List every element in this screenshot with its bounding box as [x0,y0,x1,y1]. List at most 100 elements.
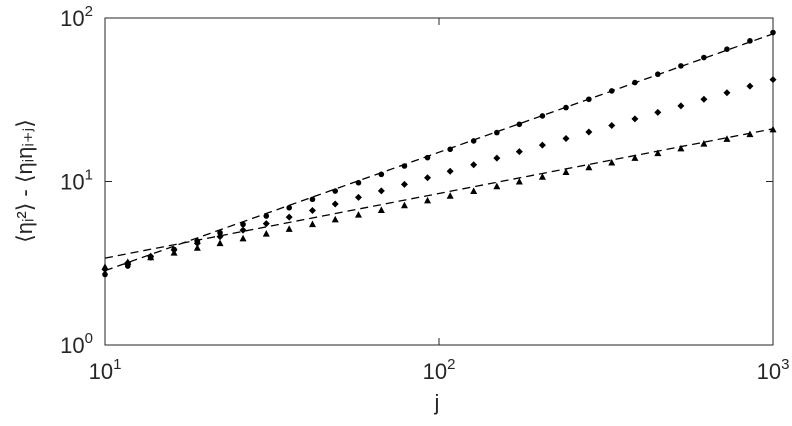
diamond-marker [331,200,339,208]
x-tick-label: 101 [89,356,122,384]
triangle-marker [562,168,570,175]
circle-marker [539,113,546,119]
triangle-marker [538,173,546,180]
diamond-marker [193,239,201,247]
fit-line [104,33,774,272]
triangle-marker [585,163,593,171]
diamond-marker [585,128,593,136]
tick-exponent: 2 [447,356,455,373]
y-tick-label: 102 [60,3,93,31]
diamond-marker [677,102,685,110]
triangle-marker [515,177,523,185]
diamond-marker [562,135,570,143]
circle-marker [102,271,108,278]
circle-marker [701,54,707,61]
triangle-marker [285,225,293,232]
circle-marker [355,179,362,186]
diamond-marker [769,76,777,84]
diamond-marker [654,108,662,116]
diamond-marker [424,174,432,182]
tick-exponent: 2 [85,3,93,20]
tick-base: 10 [423,359,447,384]
diamond-marker [400,180,408,188]
triangle-marker [654,149,662,157]
diamond-marker [470,161,478,169]
circle-marker [263,213,270,219]
triangle-marker [631,154,639,161]
diamond-marker [723,89,731,97]
circle-marker [424,154,431,161]
diamond-marker [631,115,639,123]
circle-marker [470,138,477,144]
triangle-marker [493,182,501,190]
circle-marker [608,88,615,94]
diamond-marker [262,220,270,228]
diamond-marker [493,154,501,162]
circle-marker [401,163,408,169]
triangle-marker [101,263,109,270]
triangle-marker [769,125,777,133]
diamond-marker [515,148,523,156]
triangle-marker [400,201,408,209]
triangle-marker [216,239,224,247]
circle-marker [240,221,246,228]
x-tick-label: 103 [757,356,790,384]
tick-exponent: 1 [113,356,121,373]
tick-base: 10 [89,359,113,384]
triangle-marker [608,158,616,166]
triangle-marker [470,187,478,194]
x-tick-label: 102 [423,356,456,384]
triangle-marker [700,139,708,147]
triangle-marker [424,196,432,204]
diamond-marker [239,226,247,234]
tick-exponent: 1 [85,167,93,184]
triangle-marker [677,144,685,152]
tick-base: 10 [60,6,84,31]
diamond-marker [285,213,293,221]
tick-base: 10 [757,359,781,384]
triangle-marker [377,206,385,213]
circle-marker [632,79,638,86]
triangle-marker [124,258,132,265]
triangle-marker [239,234,247,242]
circle-marker [563,104,569,111]
tick-base: 10 [60,333,84,358]
diamond-marker [538,141,546,149]
diamond-marker [746,82,754,90]
circle-marker [332,188,339,194]
diamond-marker [700,95,708,103]
triangle-marker [170,249,178,256]
triangle-marker [331,215,339,223]
circle-marker [447,146,453,153]
triangle-marker [354,211,362,218]
circle-marker [770,29,776,36]
circle-marker [286,204,292,211]
diamond-marker [216,233,224,241]
triangle-marker [308,220,316,228]
triangle-marker [193,244,201,251]
circle-marker [747,38,753,44]
fit-line [104,128,774,259]
triangle-marker [262,229,270,237]
circle-marker [309,196,316,203]
diamond-marker [354,193,362,201]
circle-marker [217,229,223,236]
triangle-marker [723,135,731,142]
tick-base: 10 [60,170,84,195]
y-tick-label: 101 [60,167,93,195]
circle-marker [724,46,730,53]
triangle-marker [746,130,754,138]
circle-marker [678,63,684,69]
triangle-marker [446,192,454,199]
plot-area [104,17,774,346]
diamond-marker [446,167,454,175]
diamond-marker [377,187,385,195]
x-axis-label: j [434,390,440,415]
y-axis-label: ⟨ηᵢ²⟩ - ⟨ηᵢηᵢ₊ⱼ⟩ [12,119,37,243]
circle-marker [494,129,500,136]
triangle-marker [147,253,155,261]
circle-marker [516,121,523,128]
diamond-marker [608,121,616,129]
y-tick-label: 100 [60,330,93,358]
